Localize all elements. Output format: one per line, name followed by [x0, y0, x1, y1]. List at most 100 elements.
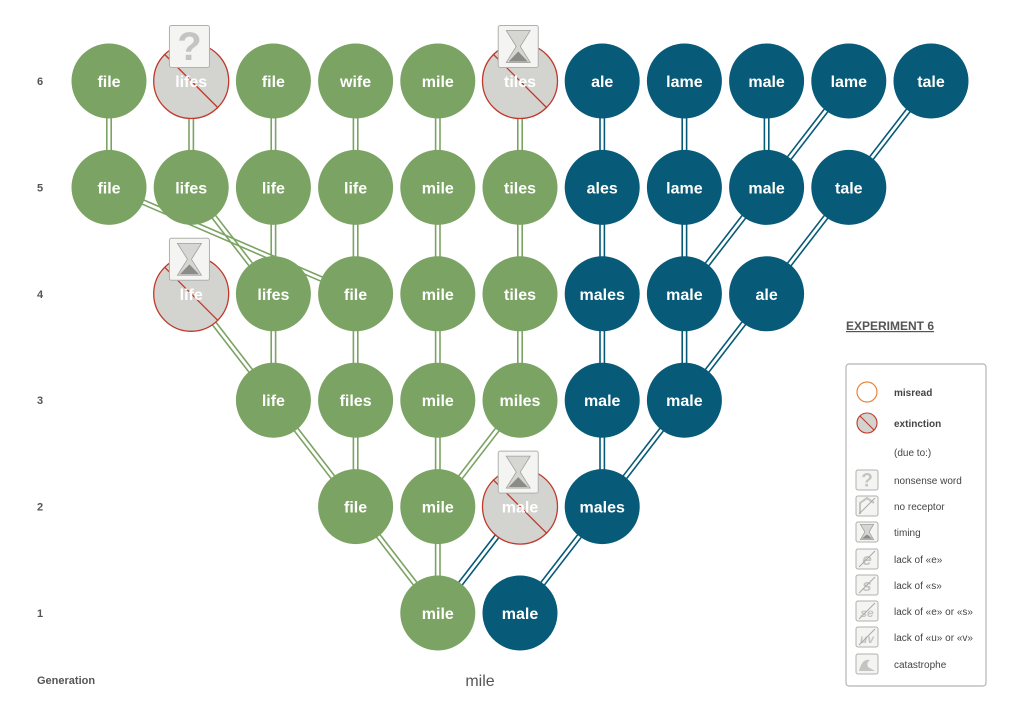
node-word: tale [835, 180, 863, 197]
node-g4a: lifes [235, 256, 311, 332]
legend-box [845, 363, 987, 687]
node-circle [482, 575, 558, 651]
node-g4d: tiles [482, 256, 558, 332]
node-circle [729, 43, 805, 119]
node-circle [646, 256, 722, 332]
node-word: life [344, 180, 367, 197]
node-g6c: wife [318, 43, 394, 119]
node-circle [729, 149, 805, 225]
legend-item-no_receptor: no receptor [855, 495, 945, 517]
node-word: tiles [504, 287, 536, 304]
node-word: mile [422, 500, 454, 517]
node-circle [318, 149, 394, 225]
legend-item-lack_e: e lack of «e» [855, 548, 943, 570]
hourglass-icon [497, 450, 539, 494]
node-word: male [584, 393, 621, 410]
node-word: life [262, 393, 285, 410]
node-word: file [344, 500, 367, 517]
node-circle [729, 256, 805, 332]
legend-label: (due to:) [894, 448, 931, 459]
node-circle [71, 149, 147, 225]
legend-item-misread: misread [856, 381, 932, 403]
node-g5f: tiles [482, 149, 558, 225]
node-circle [400, 362, 476, 438]
node-word: lifes [257, 287, 289, 304]
node-circle [646, 43, 722, 119]
node-circle [400, 149, 476, 225]
e-icon: e [855, 548, 879, 570]
node-circle [318, 43, 394, 119]
node-word: ale [591, 74, 613, 91]
hourglass-icon [497, 25, 539, 68]
node-g5e: mile [400, 149, 476, 225]
node-word: lifes [175, 74, 207, 91]
legend-label: lack of «s» [894, 581, 942, 592]
node-b5c: male [729, 149, 805, 225]
node-b4a: males [564, 256, 640, 332]
node-circle [400, 575, 476, 651]
no-receptor-icon [855, 495, 879, 517]
generation-axis: 1 2 3 4 5 6 [37, 76, 44, 620]
legend-label: misread [894, 388, 932, 399]
node-circle [71, 43, 147, 119]
legend-items: misread extinction (due to:)? nonsense word… [855, 381, 973, 675]
node-g4c: mile [400, 256, 476, 332]
node-g5d: life [318, 149, 394, 225]
edge-line [107, 188, 356, 297]
node-word: mile [422, 74, 454, 91]
node-word: tale [917, 74, 945, 91]
node-b6e: tale [893, 43, 969, 119]
node-word: lifes [175, 180, 207, 197]
node-b6a: ale [564, 43, 640, 119]
generation-label-6: 6 [37, 76, 43, 88]
legend-item-lack_u_v: uv lack of «u» or «v» [855, 626, 973, 648]
node-word: male [666, 393, 703, 410]
generation-label-2: 2 [37, 502, 43, 514]
node-word: male [748, 180, 785, 197]
node-word: tiles [504, 180, 536, 197]
node-word: mile [422, 180, 454, 197]
hourglass-icon [855, 521, 879, 543]
node-circle [235, 149, 311, 225]
node-word: file [97, 74, 120, 91]
node-circle [318, 362, 394, 438]
node-circle [318, 469, 394, 545]
legend-item-catastrophe: catastrophe [855, 653, 947, 675]
node-b6c: male [729, 43, 805, 119]
hourglass-icon [168, 237, 210, 281]
node-circle [811, 43, 887, 119]
node-circle [564, 149, 640, 225]
node-circle [646, 362, 722, 438]
node-circle [811, 149, 887, 225]
node-g3d: miles [482, 362, 558, 438]
edge-line [109, 184, 357, 293]
legend-label: lack of «e» [894, 555, 943, 566]
node-b6b: lame [646, 43, 722, 119]
edge-g4b-g5a [107, 184, 357, 297]
legend-item-nonsense: ? nonsense word [855, 469, 962, 491]
legend-label: nonsense word [894, 476, 962, 487]
node-circle [400, 43, 476, 119]
node-x6a: lifes? [153, 25, 230, 120]
question-icon: ? [168, 25, 210, 69]
node-circle [235, 43, 311, 119]
node-word: males [580, 500, 625, 517]
node-word: mile [422, 393, 454, 410]
node-g2b: mile [400, 469, 476, 545]
node-circle [400, 256, 476, 332]
node-b5b: lame [646, 149, 722, 225]
question-icon: ? [855, 469, 879, 491]
legend-label: no receptor [894, 502, 945, 513]
node-circle [564, 256, 640, 332]
legend-label: catastrophe [894, 660, 947, 671]
wave-icon [855, 653, 879, 675]
node-g3a: life [235, 362, 311, 438]
node-word: file [344, 287, 367, 304]
node-g5b: lifes [153, 149, 229, 225]
s-icon: s [855, 574, 879, 596]
svg-text:?: ? [861, 470, 873, 491]
node-g3b: files [318, 362, 394, 438]
node-g2a: file [318, 469, 394, 545]
